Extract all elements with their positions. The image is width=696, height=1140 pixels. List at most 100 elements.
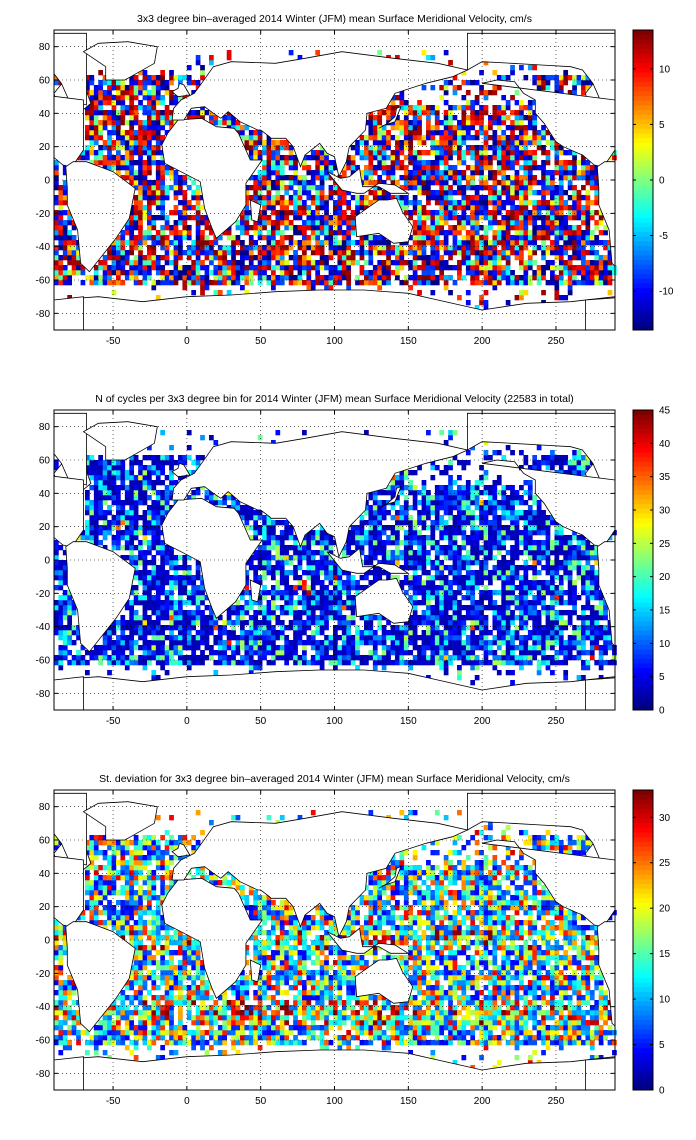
data-cell — [346, 260, 352, 266]
data-cell — [178, 600, 183, 606]
data-cell — [178, 230, 183, 236]
data-cell — [319, 260, 325, 266]
data-cell — [483, 270, 489, 276]
data-cell — [523, 225, 529, 231]
data-cell — [62, 190, 68, 196]
data-cell — [306, 245, 312, 251]
data-cell — [204, 255, 210, 261]
data-cell — [377, 615, 383, 621]
data-cell — [248, 275, 254, 281]
data-cell — [488, 250, 493, 256]
data-cell — [138, 180, 143, 186]
data-cell — [142, 145, 148, 151]
data-cell — [514, 150, 520, 156]
data-cell — [470, 245, 476, 251]
data-cell — [417, 135, 422, 141]
data-cell — [217, 290, 223, 296]
data-cell — [133, 110, 139, 116]
data-cell — [85, 660, 90, 666]
data-cell — [151, 505, 157, 511]
data-cell — [572, 265, 577, 271]
data-cell — [58, 260, 64, 266]
data-cell — [328, 195, 334, 201]
data-cell — [116, 495, 121, 501]
data-cell — [558, 250, 564, 256]
data-cell — [483, 245, 489, 251]
data-cell — [319, 640, 325, 646]
data-cell — [527, 150, 533, 156]
data-cell — [390, 550, 396, 556]
data-cell — [209, 645, 214, 651]
data-cell — [102, 110, 108, 116]
data-cell — [328, 550, 334, 556]
data-cell — [395, 255, 400, 261]
data-cell — [271, 600, 276, 606]
data-cell — [474, 165, 480, 171]
data-cell — [89, 135, 95, 141]
data-cell — [310, 225, 316, 231]
data-cell — [412, 270, 418, 276]
data-cell — [257, 515, 263, 521]
data-cell — [324, 620, 329, 626]
data-cell — [302, 180, 307, 186]
data-cell — [142, 280, 148, 286]
data-cell — [244, 640, 250, 646]
data-cell — [253, 640, 259, 646]
data-cell — [483, 145, 489, 151]
data-cell — [58, 660, 64, 666]
data-cell — [58, 580, 64, 586]
data-cell — [328, 275, 334, 281]
data-cell — [302, 570, 307, 576]
data-cell — [368, 155, 374, 161]
data-cell — [54, 220, 59, 226]
data-cell — [479, 210, 484, 216]
data-cell — [439, 145, 445, 151]
data-cell — [550, 145, 555, 151]
data-cell — [434, 155, 440, 161]
data-cell — [248, 560, 254, 566]
data-cell — [386, 645, 391, 651]
data-cell — [240, 645, 245, 651]
data-cell — [505, 195, 511, 201]
data-cell — [116, 120, 121, 126]
data-cell — [430, 230, 436, 236]
data-cell — [465, 235, 471, 241]
data-cell — [390, 135, 396, 141]
data-cell — [102, 465, 108, 471]
data-cell — [120, 505, 126, 511]
data-cell — [426, 105, 431, 111]
data-cell — [262, 160, 267, 166]
data-cell — [372, 570, 378, 576]
data-cell — [195, 205, 201, 211]
data-cell — [248, 635, 254, 641]
data-cell — [399, 145, 405, 151]
data-cell — [567, 235, 573, 241]
data-cell — [439, 150, 445, 156]
data-cell — [124, 240, 130, 246]
data-cell — [147, 255, 152, 261]
data-cell — [465, 90, 471, 96]
data-cell — [120, 630, 126, 636]
data-cell — [62, 235, 68, 241]
data-cell — [523, 215, 529, 221]
data-cell — [457, 185, 462, 191]
data-cell — [164, 85, 170, 91]
x-tick-label: -50 — [106, 336, 121, 347]
data-cell — [284, 140, 290, 146]
data-cell — [138, 620, 143, 626]
data-cell — [58, 255, 64, 261]
data-cell — [297, 560, 303, 566]
data-cell — [279, 540, 285, 546]
data-cell — [483, 215, 489, 221]
data-cell — [98, 100, 104, 106]
data-cell — [536, 180, 542, 186]
data-cell — [510, 245, 515, 251]
data-cell — [346, 265, 352, 271]
data-cell — [470, 200, 476, 206]
data-cell — [62, 180, 68, 186]
data-cell — [337, 585, 343, 591]
data-cell — [244, 510, 250, 516]
data-cell — [572, 85, 577, 91]
data-cell — [124, 95, 130, 101]
data-cell — [377, 265, 383, 271]
